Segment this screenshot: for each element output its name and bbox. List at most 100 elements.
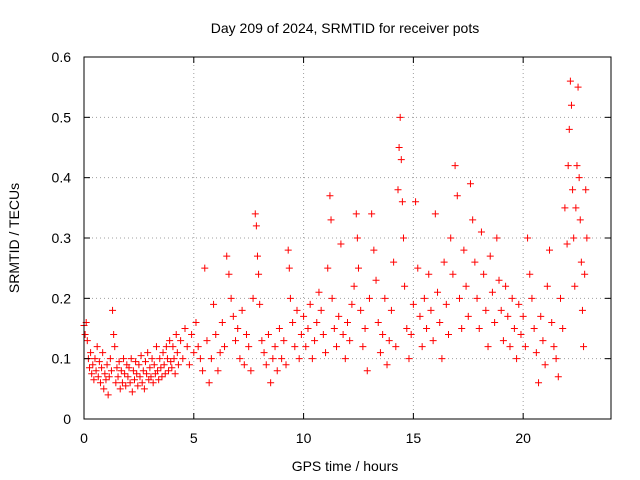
data-point — [181, 325, 189, 332]
data-point — [420, 294, 428, 302]
data-point — [249, 294, 257, 302]
data-point — [194, 343, 202, 351]
data-point — [425, 270, 433, 278]
data-point — [580, 343, 588, 351]
data-point — [285, 264, 293, 272]
data-point — [374, 318, 382, 326]
data-point — [132, 358, 140, 366]
y-tick-label: 0.3 — [52, 230, 72, 246]
data-point — [311, 337, 319, 345]
data-point — [183, 343, 191, 351]
data-point — [486, 252, 494, 260]
data-point — [519, 312, 527, 320]
data-point — [326, 192, 334, 200]
data-point — [269, 355, 277, 363]
x-tick-labels: 0 5 10 15 20 — [80, 430, 531, 446]
data-point — [341, 355, 349, 363]
data-point — [526, 270, 534, 278]
data-point — [107, 367, 115, 375]
data-point — [469, 216, 477, 224]
data-point — [271, 343, 279, 351]
data-point — [92, 367, 100, 375]
data-point — [251, 210, 259, 218]
data-point — [133, 370, 141, 378]
data-point — [95, 358, 103, 366]
data-point — [574, 83, 582, 91]
data-point — [275, 325, 283, 332]
data-point — [264, 331, 272, 339]
data-point — [431, 210, 439, 218]
data-point — [504, 312, 512, 320]
data-point — [160, 361, 168, 369]
data-point — [143, 370, 151, 378]
data-point — [537, 312, 545, 320]
data-point — [379, 331, 387, 339]
data-point — [566, 77, 574, 85]
data-point — [532, 349, 540, 357]
data-point — [188, 331, 196, 339]
data-point — [363, 367, 371, 375]
data-point — [385, 337, 393, 345]
data-point — [156, 355, 164, 363]
data-point — [253, 252, 261, 260]
data-points — [80, 77, 591, 399]
data-point — [240, 361, 248, 369]
data-point — [322, 349, 330, 357]
data-point — [129, 367, 137, 375]
data-point — [539, 337, 547, 345]
data-point — [172, 331, 180, 339]
data-point — [578, 306, 586, 314]
data-point — [104, 391, 112, 399]
data-point — [229, 312, 237, 320]
y-tick-label: 0.6 — [52, 49, 72, 65]
data-point — [576, 216, 584, 224]
data-point — [273, 367, 281, 375]
data-point — [190, 349, 198, 357]
data-point — [98, 364, 106, 372]
x-tick-label: 10 — [296, 430, 312, 446]
data-point — [125, 364, 133, 372]
data-point — [255, 270, 263, 278]
data-point — [460, 246, 468, 254]
data-point — [354, 264, 362, 272]
data-point — [361, 325, 369, 332]
data-point — [372, 276, 380, 284]
data-point — [392, 343, 400, 351]
x-axis-label: GPS time / hours — [292, 458, 399, 474]
data-point — [89, 361, 97, 369]
data-point — [346, 337, 354, 345]
data-point — [407, 331, 415, 339]
x-tick-label: 15 — [406, 430, 422, 446]
data-point — [394, 186, 402, 194]
data-point — [115, 358, 123, 366]
data-point — [365, 294, 373, 302]
data-point — [91, 355, 99, 363]
data-point — [116, 385, 124, 393]
data-point — [120, 355, 128, 363]
data-point — [395, 144, 403, 151]
data-point — [339, 331, 347, 339]
data-point — [282, 361, 290, 369]
x-tick-label: 0 — [80, 430, 88, 446]
data-point — [234, 325, 242, 332]
data-point — [458, 325, 466, 332]
data-point — [528, 294, 536, 302]
data-point — [289, 318, 297, 326]
data-point — [100, 385, 108, 393]
x-tick-label: 20 — [515, 430, 531, 446]
data-point — [344, 318, 351, 326]
data-point — [565, 125, 573, 133]
grid-lines — [84, 57, 611, 419]
data-point — [203, 337, 211, 345]
data-point — [353, 234, 361, 242]
data-point — [572, 204, 580, 212]
data-point — [530, 325, 538, 332]
data-point — [171, 370, 179, 378]
data-point — [502, 282, 510, 290]
data-point — [556, 294, 564, 302]
data-point — [196, 355, 204, 363]
data-point — [138, 379, 146, 387]
data-point — [524, 234, 532, 242]
data-point — [300, 312, 308, 320]
data-point — [359, 343, 367, 351]
